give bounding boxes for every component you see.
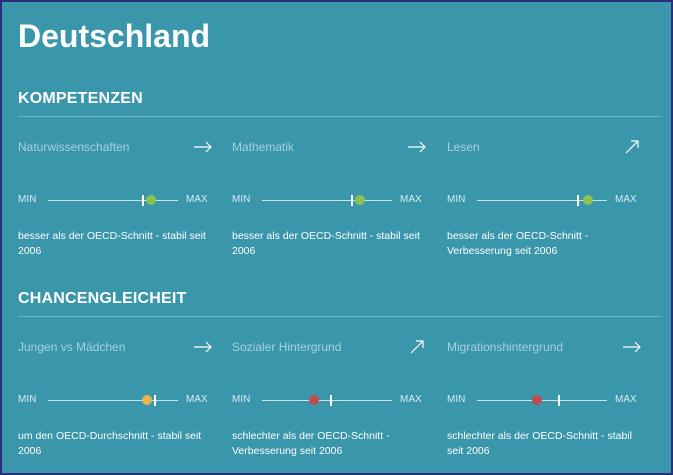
country-value-marker (141, 395, 152, 405)
indicator-description: besser als der OECD-Schnitt - stabil sei… (18, 230, 206, 257)
indicator-label: Naturwissenschaften (18, 140, 130, 154)
oecd-average-tick (329, 395, 332, 406)
arrow-right-icon (192, 136, 214, 158)
scale-min-label: MIN (447, 394, 466, 405)
arrow-right-icon (406, 136, 428, 158)
indicator-description: um den OECD-Durchschnitt - stabil seit 2… (18, 430, 202, 457)
oecd-average-tick (141, 195, 144, 206)
arrow-right-icon (621, 336, 643, 358)
scale-max-label: MAX (615, 194, 637, 205)
scale-max-label: MAX (186, 394, 208, 405)
scale-track (477, 395, 607, 406)
scale-max-label: MAX (615, 394, 637, 405)
country-value-marker (531, 395, 542, 405)
indicator-jungen-vs-mädchen: Jungen vs Mädchen MIN MAX um den OECD-Durch… (18, 340, 218, 470)
indicator-label: Sozialer Hintergrund (232, 340, 342, 354)
page-title: Deutschland (18, 18, 211, 54)
country-value-marker (309, 395, 319, 405)
country-value-marker (582, 195, 593, 205)
section-divider (18, 116, 661, 117)
scale-track (262, 195, 392, 206)
oecd-average-tick (153, 395, 156, 406)
indicator-description: besser als der OECD-Schnitt - stabil sei… (232, 230, 420, 257)
scale-max-label: MAX (186, 194, 208, 205)
country-value-marker (354, 195, 365, 205)
section-divider (18, 316, 661, 317)
oecd-average-tick (350, 195, 353, 206)
indicator-label: Lesen (447, 140, 480, 154)
indicator-lesen: Lesen MIN MAX besser als der OECD-Schnitt -… (447, 140, 647, 270)
country-value-marker (145, 195, 156, 205)
indicator-label: Jungen vs Mädchen (18, 340, 126, 354)
scale-track (477, 195, 607, 206)
scale-min-label: MIN (18, 394, 37, 405)
scale-min-label: MIN (447, 194, 466, 205)
oecd-average-tick (557, 395, 560, 406)
arrow-up-right-icon (406, 336, 428, 358)
scale-max-label: MAX (400, 394, 422, 405)
section-title-kompetenzen: KOMPETENZEN (18, 90, 143, 107)
indicator-naturwissenschaften: Naturwissenschaften MIN MAX besser als der … (18, 140, 218, 270)
scale-max-label: MAX (400, 194, 422, 205)
oecd-average-tick (577, 195, 580, 206)
indicator-description: besser als der OECD-Schnitt - Verbesseru… (447, 230, 589, 257)
arrow-right-icon (192, 336, 214, 358)
scale-track (48, 395, 178, 406)
scale-min-label: MIN (18, 194, 37, 205)
arrow-up-right-icon (621, 136, 643, 158)
indicator-description: schlechter als der OECD-Schnitt - stabil… (447, 430, 632, 457)
scale-track (48, 195, 178, 206)
indicator-label: Mathematik (232, 140, 295, 154)
scale-min-label: MIN (232, 394, 251, 405)
indicator-label: Migrationshintergrund (447, 340, 564, 354)
scale-track (262, 395, 392, 406)
scale-min-label: MIN (232, 194, 251, 205)
indicator-sozialer-hintergrund: Sozialer Hintergrund MIN MAX schlechter als… (232, 340, 432, 470)
indicator-description: schlechter als der OECD-Schnitt - Verbes… (232, 430, 390, 457)
indicator-migrationshintergrund: Migrationshintergrund MIN MAX schlechter al… (447, 340, 647, 470)
section-title-chancengleichheit: CHANCENGLEICHEIT (18, 290, 187, 307)
indicator-mathematik: Mathematik MIN MAX besser als der OECD-Schn… (232, 140, 432, 270)
